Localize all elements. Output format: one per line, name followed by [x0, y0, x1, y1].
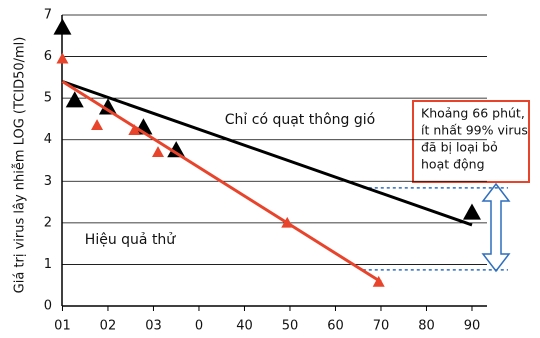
double-arrow [481, 182, 511, 273]
x-tick-label: 40 [236, 319, 253, 334]
marker [152, 146, 165, 157]
marker [53, 18, 72, 35]
y-axis-label: Giá trị virus lây nhiễm LOG (TCID50/ml) [13, 37, 28, 294]
y-tick-label: 0 [44, 299, 52, 314]
fit-line [61, 80, 382, 284]
marker [128, 124, 141, 135]
x-tick-label: 70 [373, 319, 390, 334]
marker [91, 119, 104, 130]
marker [281, 216, 294, 228]
marker [65, 91, 84, 108]
annotation-text: ít nhất 99% virus [421, 123, 528, 138]
fit-line [61, 80, 473, 227]
x-tick-label: 03 [145, 319, 162, 334]
x-tick-label: 02 [100, 319, 117, 334]
x-tick-label: 60 [327, 319, 344, 334]
x-tick-label: 0 [195, 319, 203, 334]
y-tick-label: 1 [44, 257, 52, 272]
marker [462, 203, 481, 220]
annotation-text: hoạt động [421, 157, 485, 172]
x-tick-label: 90 [464, 319, 481, 334]
x-tick-label: 50 [282, 319, 299, 334]
y-tick-label: 4 [44, 132, 52, 147]
y-tick-label: 6 [44, 49, 52, 64]
x-tick-label: 80 [418, 319, 435, 334]
annotation-box [412, 100, 530, 183]
x-tick-label: 01 [54, 319, 71, 334]
series-label: Hiệu quả thử [85, 232, 177, 248]
marker [56, 52, 69, 64]
y-tick-label: 3 [44, 174, 52, 189]
y-tick-label: 5 [44, 91, 52, 106]
annotation-text: Khoảng 66 phút, [421, 106, 525, 121]
y-tick-label: 2 [44, 215, 52, 230]
annotation-text: đã bị loại bỏ [421, 140, 498, 155]
marker [372, 275, 385, 287]
y-tick-label: 7 [44, 8, 52, 23]
series-label: Chỉ có quạt thông gió [225, 112, 375, 128]
marker [98, 98, 117, 115]
marker [167, 141, 186, 158]
